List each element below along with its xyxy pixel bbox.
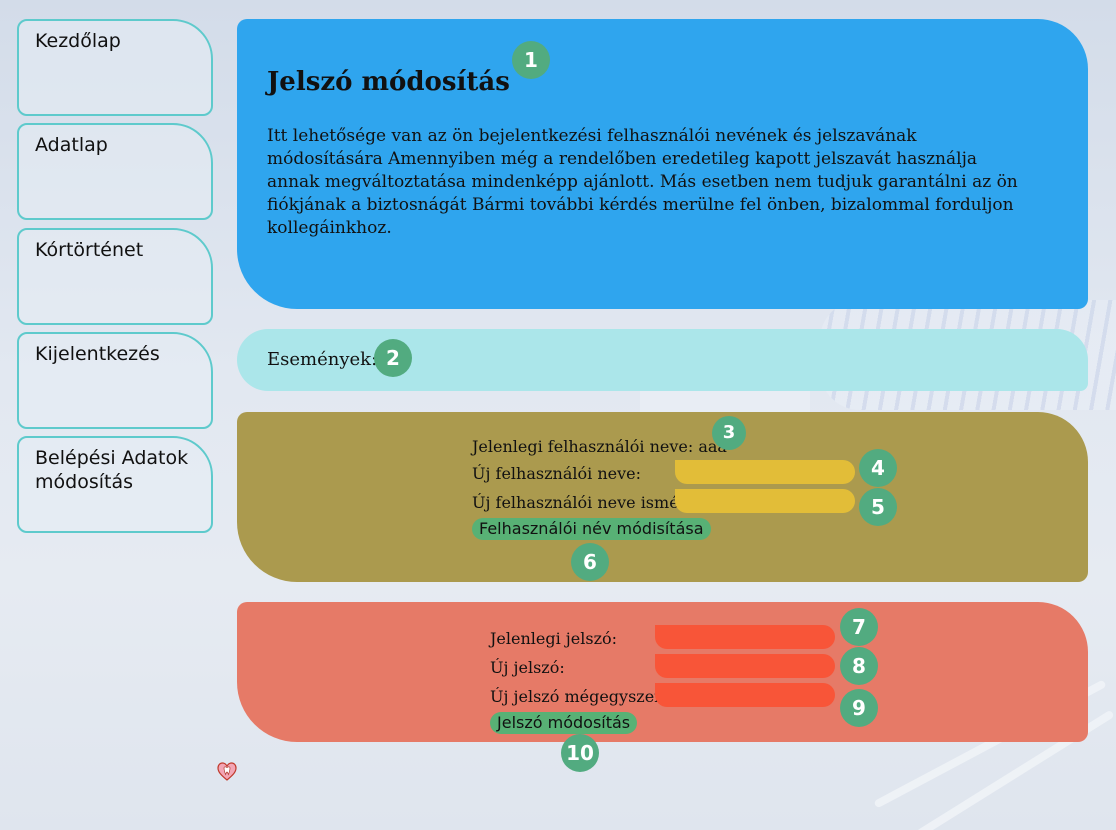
marker-badge: 3	[712, 416, 746, 450]
marker-badge: 5	[859, 488, 897, 526]
marker-badge: 8	[840, 647, 878, 685]
repeat-password-label: Új jelszó mégegyszer:	[490, 687, 668, 706]
info-panel: Jelszó módosítás Itt lehetősége van az ö…	[237, 19, 1088, 309]
sidebar-item-datasheet[interactable]: Adatlap	[17, 123, 213, 220]
marker-badge: 6	[571, 543, 609, 581]
change-password-button[interactable]: Jelszó módosítás	[490, 712, 638, 734]
sidebar-item-label: Adatlap	[35, 134, 108, 156]
sidebar-item-label: Kijelentkezés	[35, 343, 160, 365]
current-password-input[interactable]	[655, 625, 835, 649]
sidebar-item-logout[interactable]: Kijelentkezés	[17, 332, 213, 429]
new-username-input[interactable]	[675, 460, 855, 484]
password-panel: Jelenlegi jelszó: Új jelszó: Új jelszó m…	[237, 602, 1088, 742]
marker-badge: 9	[840, 689, 878, 727]
repeat-password-input[interactable]	[655, 683, 835, 707]
sidebar-item-home[interactable]: Kezdőlap	[17, 19, 213, 116]
new-password-input[interactable]	[655, 654, 835, 678]
marker-badge: 1	[512, 41, 550, 79]
events-panel: Események:	[237, 329, 1088, 391]
change-username-button[interactable]: Felhasználói név módisítása	[472, 518, 711, 540]
tooth-heart-icon	[217, 762, 237, 781]
sidebar-item-medical-history[interactable]: Kórtörténet	[17, 228, 213, 325]
new-username-label: Új felhasználói neve:	[472, 464, 641, 483]
page-title: Jelszó módosítás	[267, 67, 510, 97]
marker-badge: 2	[374, 339, 412, 377]
sidebar-item-login-data-edit[interactable]: Belépési Adatok módosítás	[17, 436, 213, 533]
marker-badge: 10	[561, 734, 599, 772]
marker-badge: 7	[840, 608, 878, 646]
info-text: Itt lehetősége van az ön bejelentkezési …	[267, 126, 1018, 238]
repeat-username-label: Új felhasználói neve ismét:	[472, 493, 691, 512]
marker-badge: 4	[859, 449, 897, 487]
sidebar-item-label: Belépési Adatok módosítás	[35, 447, 189, 493]
current-password-label: Jelenlegi jelszó:	[490, 629, 618, 648]
repeat-username-input[interactable]	[675, 489, 855, 513]
new-password-label: Új jelszó:	[490, 658, 565, 677]
username-panel: Jelenlegi felhasználói neve: aaa Új felh…	[237, 412, 1088, 582]
sidebar-item-label: Kórtörténet	[35, 239, 144, 261]
events-label: Események:	[267, 349, 378, 370]
current-username-label: Jelenlegi felhasználói neve: aaa	[472, 437, 727, 456]
sidebar-item-label: Kezdőlap	[35, 30, 121, 52]
